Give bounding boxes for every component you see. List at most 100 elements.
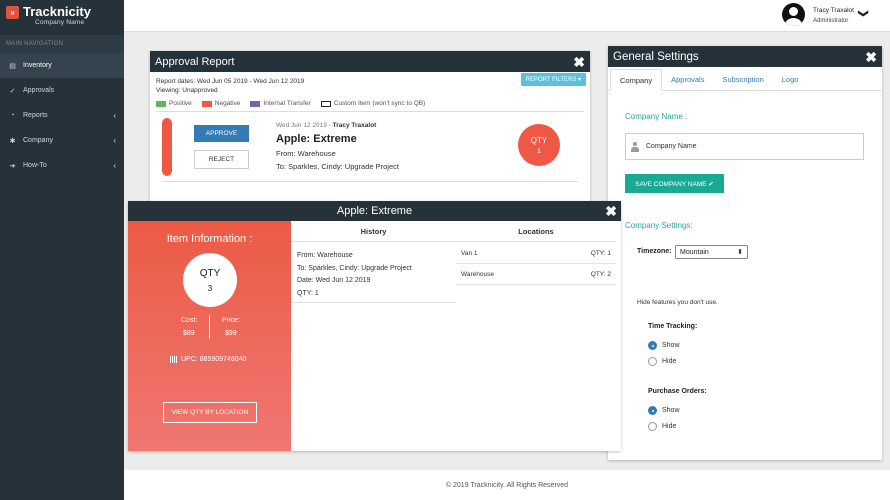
close-icon[interactable]: ✖ [573,53,585,70]
view-qty-by-location-button[interactable]: VIEW QTY BY LOCATION [163,402,257,423]
sidebar-item-reports[interactable]: ◔ Reports ‹ [0,103,124,128]
row-meta: Wed Jun 12 2019 - Tracy Traxalot [276,122,376,129]
location-name: Van 1 [461,249,478,257]
upc-row: UPC: 885909746040 [170,356,246,363]
user-avatar-icon[interactable] [782,3,805,26]
radio-selected[interactable] [648,406,657,415]
price-label: Price: [222,317,240,324]
time-tracking-title: Time Tracking: [648,323,698,330]
sidebar: » Tracknicity Company Name MAIN NAVIGATI… [0,0,124,500]
legend-item-custom: Custom Item (won't sync to QB) [320,100,426,107]
radio-unselected[interactable] [648,422,657,431]
history-date: Date: Wed Jun 12 2019 [297,277,371,284]
purchase-orders-hide-option[interactable]: Hide [648,422,676,431]
sidebar-item-approvals[interactable]: ✓ Approvals [0,78,124,103]
approval-report-panel: Approval Report ✖ Report dates: Wed Jun … [150,51,590,206]
legend: Positive Negative Internal Transfer Cust… [156,100,584,107]
check-icon: ✓ [9,87,16,95]
approve-button[interactable]: APPROVE [194,125,249,142]
nav-section-title: MAIN NAVIGATION [0,35,124,53]
footer: © 2019 Tracknicity. All Rights Reserved [124,470,890,500]
time-tracking-hide-option[interactable]: Hide [648,357,676,366]
cost-value: $89 [183,330,195,337]
sidebar-item-label: How-To [23,162,47,169]
sidebar-item-label: Company [23,137,53,144]
legend-swatch [156,100,166,107]
company-name-label: Company Name : [625,112,688,121]
history-from: From: Warehouse [297,252,353,259]
legend-item-internal-transfer: Internal Transfer [250,100,311,107]
item-qty-badge: QTY 3 [183,253,237,307]
chevron-down-icon[interactable]: ❯ [857,9,869,18]
item-info-card: Item Information : QTY 3 Cost: $89 Price… [128,221,291,451]
pie-chart-icon: ◔ [10,112,15,119]
cost-label: Cost: [181,317,198,324]
time-tracking-show-option[interactable]: Show [648,341,680,350]
sidebar-item-label: Approvals [23,87,55,94]
user-role: Administrator [813,18,849,24]
report-filters-button[interactable]: REPORT FILTERS ▾ [520,73,586,86]
sidebar-item-how-to[interactable]: ➔ How-To ‹ [0,153,124,178]
location-name: Warehouse [461,270,494,278]
qty-value: 1 [537,147,541,155]
gear-icon: ✱ [9,137,16,145]
location-qty: QTY: 1 [590,249,611,257]
purchase-orders-show-option[interactable]: Show [648,406,680,415]
legend-item-positive: Positive [156,100,192,107]
close-icon[interactable]: ✖ [605,203,617,219]
brand[interactable]: » Tracknicity Company Name [0,0,124,35]
qty-label: QTY [199,267,221,279]
legend-item-negative: Negative [201,100,240,107]
close-icon[interactable]: ✖ [865,48,877,65]
row-qty-badge: QTY 1 [518,124,560,166]
radio-label: Hide [662,423,677,430]
timezone-label: Timezone: [637,248,672,255]
price-value: $99 [225,330,237,337]
history-header: History [291,221,456,242]
row-date: Wed Jun 12 2019 - [276,122,333,129]
approval-report-title: Approval Report [155,55,235,68]
reject-button[interactable]: REJECT [194,150,249,169]
sidebar-item-inventory[interactable]: ▤ Inventory [0,53,124,78]
brand-name: Tracknicity [23,4,91,19]
legend-label: Custom Item (won't sync to QB) [333,100,426,107]
radio-label: Hide [662,358,677,365]
company-name-field[interactable]: Company Name [625,133,864,160]
row-item-title[interactable]: Apple: Extreme [276,133,357,145]
general-settings-panel: General Settings ✖ Company Approvals Sub… [608,46,882,460]
divider [156,111,584,112]
timezone-select[interactable]: Mountain ⬍ [675,245,748,259]
qty-label: QTY [530,135,548,145]
general-settings-title: General Settings [613,50,699,63]
sidebar-item-company[interactable]: ✱ Company ‹ [0,128,124,153]
tab-approvals[interactable]: Approvals [671,74,705,84]
radio-label: Show [662,407,680,414]
company-settings-label: Company Settings: [625,221,693,230]
arrow-right-icon: ➔ [9,162,16,170]
tab-logo[interactable]: Logo [781,74,799,84]
approval-row: APPROVE REJECT Wed Jun 12 2019 - Tracy T… [156,112,584,182]
legend-swatch [250,100,261,107]
chevron-left-icon: ‹ [113,161,116,170]
item-info-title: Item Information : [166,233,253,245]
topbar: Tracy Traxalot Administrator ❯ [124,0,890,32]
item-modal: Apple: Extreme ✖ Item Information : QTY … [128,201,621,451]
user-name[interactable]: Tracy Traxalot [813,7,854,14]
save-company-name-button[interactable]: SAVE COMPANY NAME ✔ [625,174,724,193]
item-modal-header: Apple: Extreme ✖ [128,201,621,221]
tab-subscription[interactable]: Subscription [722,74,764,84]
boxes-icon: ▤ [9,62,16,70]
general-settings-header: General Settings ✖ [608,46,882,67]
timezone-value: Mountain [680,248,709,256]
divider [291,302,456,303]
radio-unselected[interactable] [648,357,657,366]
footer-text: © 2019 Tracknicity. All Rights Reserved [445,481,569,489]
history-entry: From: Warehouse To: Sparkles, Cindy: Upg… [297,250,412,300]
location-row: Warehouse QTY: 2 [456,264,616,285]
legend-swatch [201,100,212,107]
tab-company[interactable]: Company [610,69,663,91]
select-arrows-icon: ⬍ [737,249,743,256]
radio-selected[interactable] [648,341,657,350]
purchase-orders-title: Purchase Orders: [648,388,707,395]
hide-features-note: Hide features you don't use. [637,299,718,306]
